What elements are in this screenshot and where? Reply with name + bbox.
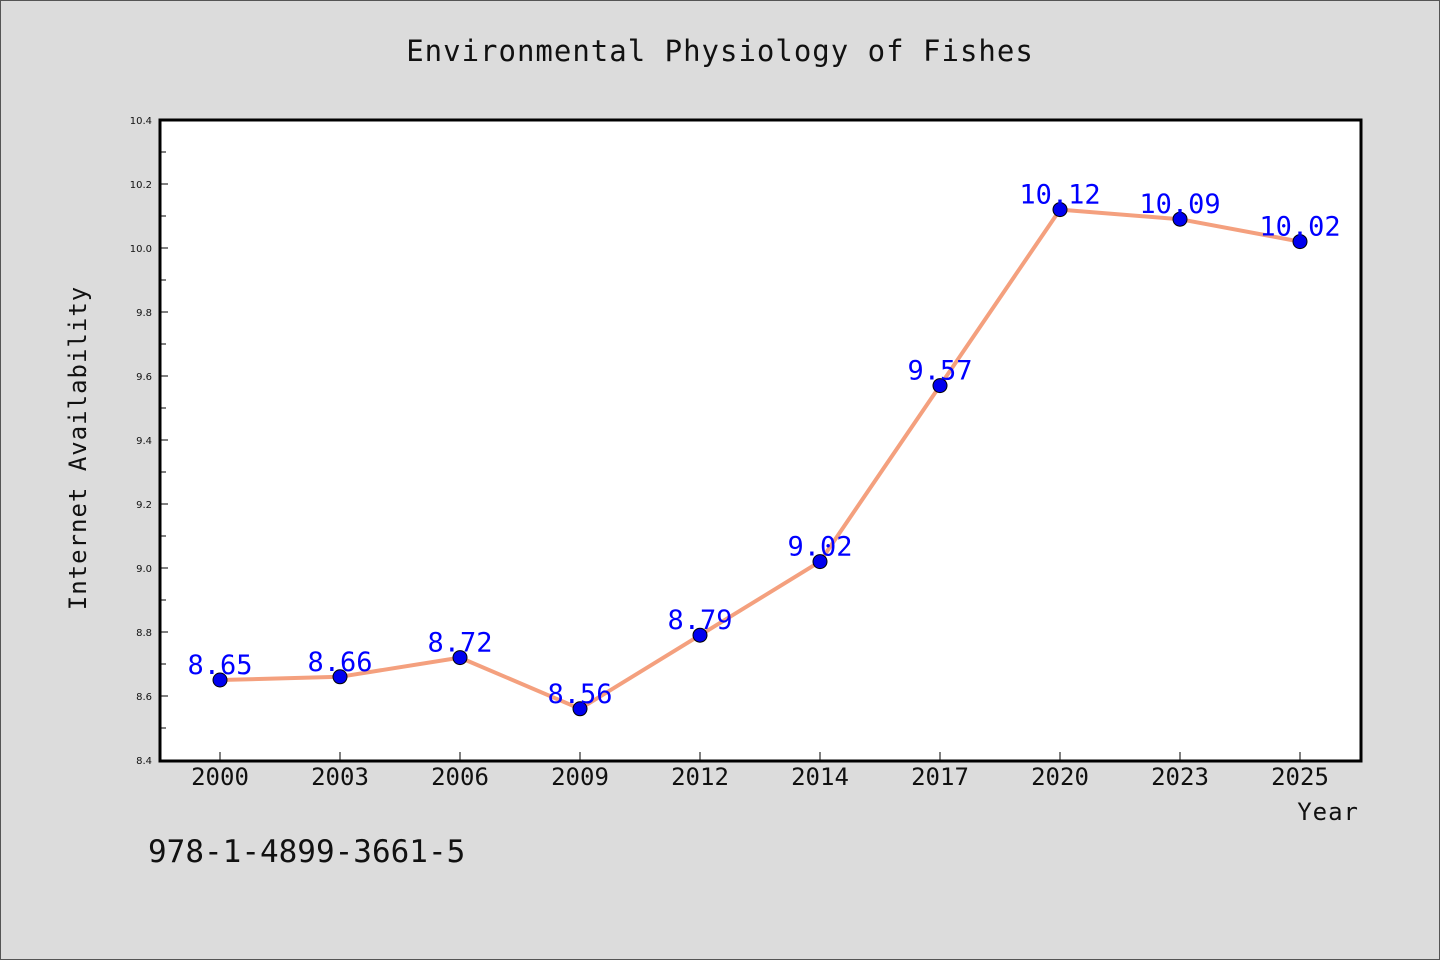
data-label: 8.66 bbox=[307, 647, 372, 678]
data-label: 8.79 bbox=[667, 605, 732, 636]
y-tick-label: 9.0 bbox=[136, 564, 152, 575]
x-tick-label: 2025 bbox=[1271, 763, 1329, 791]
data-point bbox=[932, 378, 948, 394]
series-line bbox=[219, 207, 1301, 711]
x-tick-label: 2014 bbox=[791, 763, 849, 791]
x-tick-label: 2000 bbox=[191, 763, 249, 791]
y-tick-label: 9.8 bbox=[136, 308, 152, 319]
x-tick-label: 2023 bbox=[1151, 763, 1209, 791]
data-point bbox=[212, 672, 228, 688]
x-tick-label: 2006 bbox=[431, 763, 489, 791]
data-point bbox=[572, 701, 588, 717]
x-tick-label: 2009 bbox=[551, 763, 609, 791]
data-label: 8.72 bbox=[427, 628, 492, 659]
series-markers bbox=[212, 202, 1308, 717]
data-label: 10.02 bbox=[1259, 212, 1340, 243]
x-tick-label: 2003 bbox=[311, 763, 369, 791]
y-tick-label: 10.0 bbox=[130, 244, 152, 255]
y-tick-label: 8.8 bbox=[136, 628, 152, 639]
data-label: 9.57 bbox=[907, 356, 972, 387]
x-tick-label: 2020 bbox=[1031, 763, 1089, 791]
data-label: 9.02 bbox=[787, 532, 852, 563]
y-axis-ticks: 8.4 8.6 8.8 9.0 9.2 9.4 9.6 9.8 10.0 10.2 10.4 bbox=[130, 116, 168, 767]
data-point bbox=[1052, 202, 1068, 218]
y-tick-label: 10.4 bbox=[130, 116, 152, 127]
y-tick-label: 10.2 bbox=[130, 180, 152, 191]
plot-area bbox=[158, 118, 1363, 763]
y-tick-label: 8.6 bbox=[136, 692, 152, 703]
x-axis-ticks: 2000 2003 2006 2009 2012 2014 2017 2020 2023 2025 bbox=[191, 752, 1329, 791]
data-labels: 8.65 8.66 8.72 8.56 8.79 9.02 9.57 10.12 10.09 10… bbox=[187, 180, 1340, 710]
data-point bbox=[1292, 234, 1308, 250]
y-tick-label: 8.4 bbox=[136, 756, 152, 767]
data-label: 10.12 bbox=[1019, 180, 1100, 211]
data-point bbox=[332, 669, 348, 685]
y-tick-label: 9.4 bbox=[136, 436, 152, 447]
x-axis-label: Year bbox=[1297, 798, 1359, 826]
x-tick-label: 2012 bbox=[671, 763, 729, 791]
chart-title: Environmental Physiology of Fishes bbox=[406, 34, 1034, 68]
y-axis-label: Internet Availability bbox=[64, 286, 92, 610]
data-point bbox=[692, 627, 708, 643]
x-tick-label: 2017 bbox=[911, 763, 969, 791]
y-tick-label: 9.2 bbox=[136, 500, 152, 511]
data-point bbox=[812, 554, 828, 570]
data-point bbox=[452, 650, 468, 666]
isbn-text: 978-1-4899-3661-5 bbox=[148, 834, 466, 870]
data-label: 10.09 bbox=[1139, 189, 1220, 220]
data-point bbox=[1172, 211, 1188, 227]
y-tick-label: 9.6 bbox=[136, 372, 152, 383]
data-label: 8.65 bbox=[187, 650, 252, 681]
data-label: 8.56 bbox=[547, 679, 612, 710]
